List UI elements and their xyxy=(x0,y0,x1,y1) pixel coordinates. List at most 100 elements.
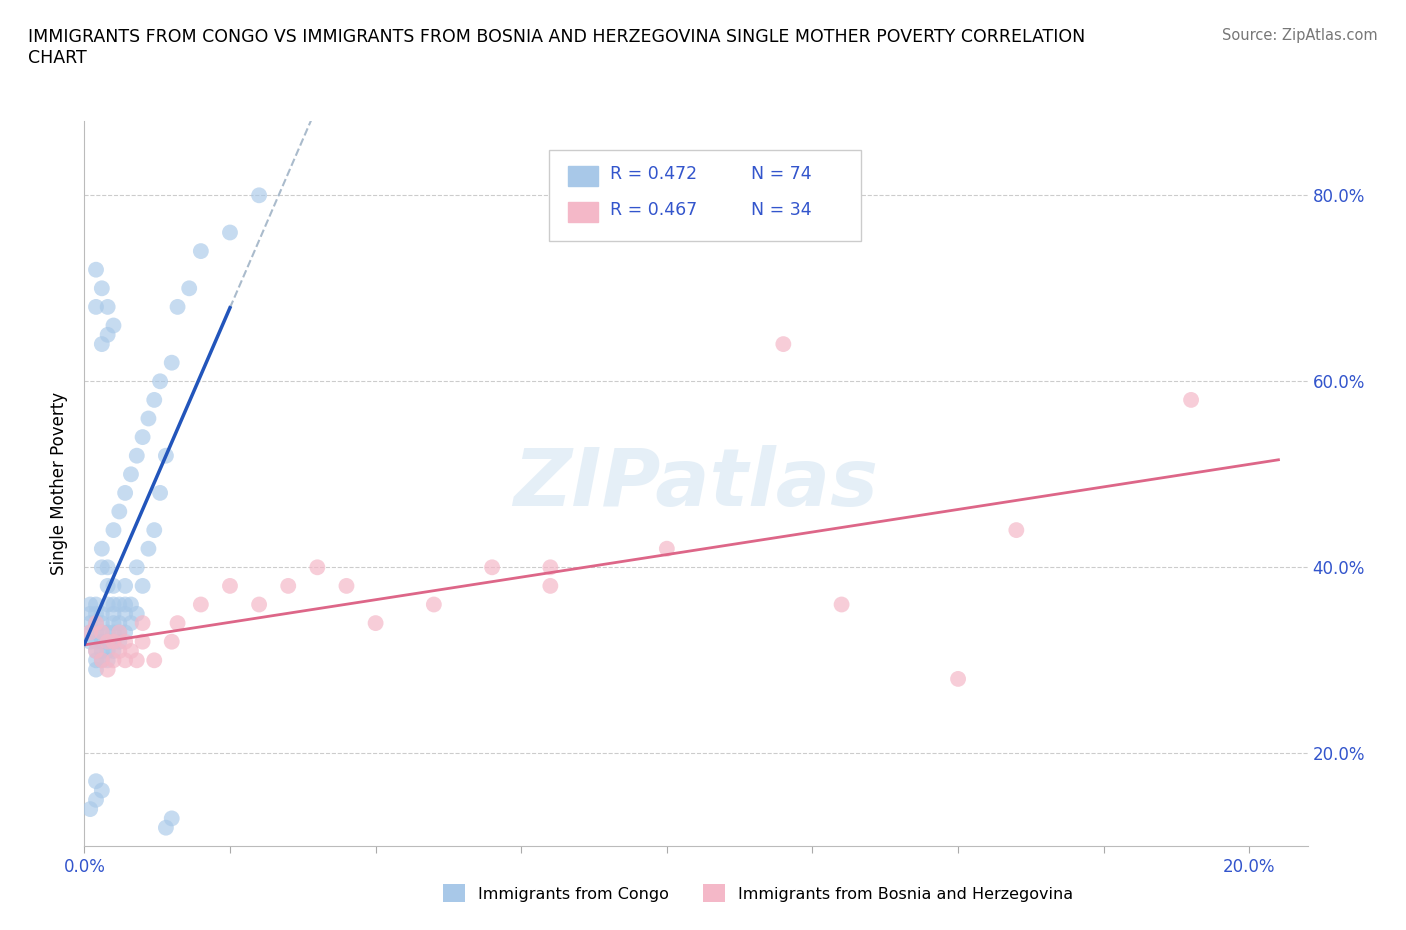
Point xyxy=(108,644,131,658)
Point xyxy=(247,597,270,612)
Point xyxy=(97,625,120,640)
Point xyxy=(108,504,131,519)
Point xyxy=(84,299,107,314)
Point xyxy=(138,411,160,426)
Point xyxy=(481,560,503,575)
Point xyxy=(120,616,142,631)
Point xyxy=(114,485,136,500)
Point xyxy=(84,644,107,658)
Point xyxy=(84,634,107,649)
Point xyxy=(90,281,112,296)
Point xyxy=(108,625,131,640)
Point xyxy=(90,616,112,631)
Point xyxy=(149,485,172,500)
Point xyxy=(423,597,446,612)
Bar xyxy=(568,166,598,186)
Point xyxy=(103,523,125,538)
Text: Immigrants from Congo: Immigrants from Congo xyxy=(478,887,669,902)
Point xyxy=(103,653,125,668)
Point xyxy=(103,644,125,658)
Text: N = 34: N = 34 xyxy=(751,201,811,219)
Point xyxy=(84,625,107,640)
Point xyxy=(131,616,153,631)
Point xyxy=(166,616,188,631)
Point xyxy=(90,541,112,556)
Point xyxy=(114,653,136,668)
Point xyxy=(131,634,153,649)
Point xyxy=(97,327,120,342)
Point xyxy=(84,653,107,668)
Point xyxy=(143,653,166,668)
Point xyxy=(538,560,561,575)
Point xyxy=(125,560,148,575)
Point xyxy=(90,634,112,649)
Point xyxy=(97,634,120,649)
Text: IMMIGRANTS FROM CONGO VS IMMIGRANTS FROM BOSNIA AND HERZEGOVINA SINGLE MOTHER PO: IMMIGRANTS FROM CONGO VS IMMIGRANTS FROM… xyxy=(28,28,1085,67)
Point xyxy=(84,774,107,789)
Point xyxy=(131,578,153,593)
Point xyxy=(108,616,131,631)
Point xyxy=(84,606,107,621)
Text: N = 74: N = 74 xyxy=(751,165,811,183)
Point xyxy=(108,625,131,640)
Point xyxy=(97,299,120,314)
Point xyxy=(103,616,125,631)
Point xyxy=(160,355,183,370)
Point xyxy=(219,578,242,593)
Point xyxy=(538,578,561,593)
Point xyxy=(103,634,125,649)
Point xyxy=(831,597,853,612)
Point xyxy=(114,597,136,612)
Point xyxy=(84,616,107,631)
Point xyxy=(364,616,387,631)
Text: ZIPatlas: ZIPatlas xyxy=(513,445,879,523)
Point xyxy=(143,523,166,538)
Point xyxy=(97,578,120,593)
Point xyxy=(79,634,101,649)
Bar xyxy=(568,202,598,222)
Point xyxy=(79,625,101,640)
Point xyxy=(79,616,101,631)
Point xyxy=(114,634,136,649)
Point xyxy=(90,560,112,575)
Point xyxy=(772,337,794,352)
Point xyxy=(90,644,112,658)
Point xyxy=(90,625,112,640)
Point xyxy=(1180,392,1202,407)
Point xyxy=(79,597,101,612)
Point xyxy=(84,644,107,658)
Point xyxy=(103,318,125,333)
Point xyxy=(97,662,120,677)
Point xyxy=(103,597,125,612)
Point xyxy=(97,653,120,668)
Point xyxy=(247,188,270,203)
Point xyxy=(90,783,112,798)
Point xyxy=(103,634,125,649)
Point xyxy=(277,578,299,593)
Point xyxy=(84,616,107,631)
Point xyxy=(97,597,120,612)
Point xyxy=(97,644,120,658)
Point xyxy=(131,430,153,445)
Point xyxy=(90,606,112,621)
Point xyxy=(179,281,201,296)
Text: Immigrants from Bosnia and Herzegovina: Immigrants from Bosnia and Herzegovina xyxy=(738,887,1073,902)
Text: Source: ZipAtlas.com: Source: ZipAtlas.com xyxy=(1222,28,1378,43)
Point xyxy=(84,662,107,677)
Point xyxy=(125,448,148,463)
Point xyxy=(155,820,177,835)
Point xyxy=(108,634,131,649)
FancyBboxPatch shape xyxy=(550,150,860,241)
Point xyxy=(114,606,136,621)
Point xyxy=(79,625,101,640)
Text: R = 0.467: R = 0.467 xyxy=(610,201,697,219)
Point xyxy=(90,625,112,640)
Point xyxy=(946,671,969,686)
Y-axis label: Single Mother Poverty: Single Mother Poverty xyxy=(51,392,69,575)
Point xyxy=(103,625,125,640)
Point xyxy=(120,644,142,658)
Point xyxy=(108,597,131,612)
Point xyxy=(90,337,112,352)
Point xyxy=(103,578,125,593)
Point xyxy=(103,606,125,621)
